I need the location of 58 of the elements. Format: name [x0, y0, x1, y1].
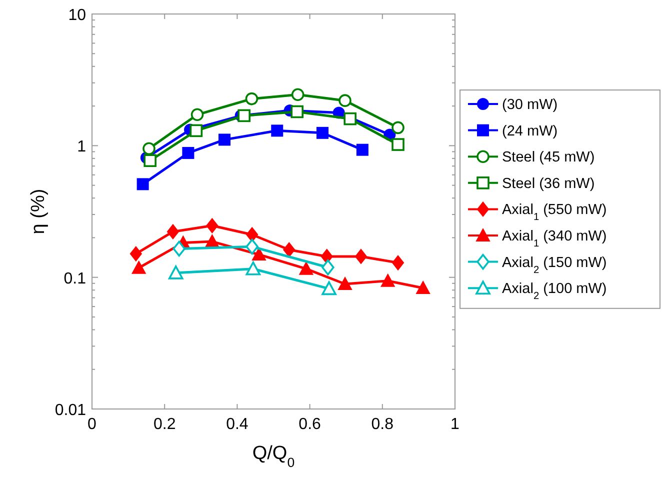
point — [190, 108, 204, 122]
point — [338, 94, 352, 107]
y-axis-title: η (%) — [28, 188, 49, 234]
point — [322, 281, 336, 296]
point — [320, 248, 333, 264]
legend-label: Steel (36 mW) — [502, 176, 595, 192]
x-tick-label: 0.8 — [371, 416, 394, 433]
point — [245, 92, 258, 106]
point — [246, 227, 258, 242]
legend-label: Axial$_{1}$ (340 mW) — [502, 228, 607, 249]
x-tick-label: 0.4 — [226, 416, 248, 433]
point — [252, 248, 266, 261]
y-tick-label: 1 — [77, 138, 86, 156]
point — [218, 134, 230, 146]
point — [344, 112, 356, 126]
point — [190, 124, 203, 138]
point — [380, 274, 395, 287]
point — [356, 144, 368, 156]
point — [291, 88, 304, 102]
point — [338, 276, 352, 290]
point — [182, 146, 194, 159]
x-tick-label: 0.6 — [298, 416, 322, 433]
y-tick-label: 0.01 — [54, 402, 86, 419]
point — [322, 259, 334, 276]
legend-label: Steel (45 mW) — [502, 150, 595, 166]
point — [271, 124, 284, 137]
point — [238, 109, 250, 122]
point — [132, 260, 146, 274]
point — [416, 280, 430, 294]
x-tick-label: 0 — [88, 416, 97, 433]
point — [130, 246, 142, 262]
point — [206, 218, 218, 234]
y-tick-label: 0.1 — [64, 270, 86, 288]
point — [316, 126, 329, 139]
x-tick-label: 1 — [450, 416, 460, 433]
legend-label: (30 mW) — [502, 97, 558, 113]
x-tick-label: 0.2 — [153, 416, 176, 433]
legend-label: Axial$_{2}$ (100 mW) — [502, 281, 607, 302]
point — [172, 240, 186, 257]
point — [299, 262, 314, 275]
y-tick-label: 10 — [68, 7, 86, 24]
point — [354, 248, 367, 264]
point — [283, 242, 296, 258]
point — [246, 238, 258, 255]
point — [392, 255, 404, 270]
legend-label: Axial$_{2}$ (150 mW) — [502, 254, 607, 276]
point — [166, 224, 179, 240]
point — [392, 121, 404, 134]
point — [392, 138, 404, 151]
legend-label: (24 mW) — [502, 123, 558, 140]
point — [142, 142, 156, 155]
legend-label: Axial$_{1}$ (550 mW) — [502, 202, 607, 223]
point — [168, 266, 184, 280]
point — [290, 105, 304, 118]
x-axis-title: Q/Q$_{0}$ — [252, 443, 295, 470]
point — [144, 154, 156, 168]
point — [246, 261, 261, 276]
point — [136, 178, 149, 190]
